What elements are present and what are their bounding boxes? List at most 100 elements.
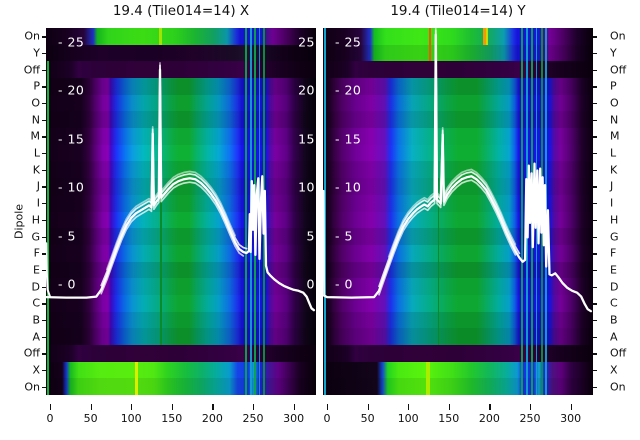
streak-line [159, 28, 163, 45]
heatmap-row [323, 361, 593, 379]
dipole-label: K [610, 163, 618, 177]
dipole-label: Y [610, 46, 617, 60]
x-tick [171, 404, 174, 410]
x-tick-label: 300 [283, 412, 305, 425]
streak-line [46, 61, 49, 395]
dipole-label: H [31, 213, 40, 227]
heatmap-row [46, 61, 316, 79]
x-tick-label: 50 [360, 412, 375, 425]
dipole-labels-right: On Y Off P O N M L K J I H G F E D C B A Off X On [610, 28, 640, 395]
category-tick [42, 53, 46, 55]
dipole-label: P [610, 79, 617, 93]
heatmap-panel-y: - 25 - 20 - 15 - 10 - 5 - 0 [323, 28, 593, 395]
heatmap-row [323, 128, 593, 146]
category-tick [42, 169, 46, 172]
x-tick-label: 300 [560, 412, 582, 425]
dipole-label: N [31, 113, 40, 127]
category-tick [42, 253, 46, 255]
streak-line [160, 194, 162, 345]
dipole-label: H [610, 213, 619, 227]
heatmap-row [323, 111, 593, 129]
streak-line [437, 178, 440, 345]
heatmap-row [323, 311, 593, 329]
streak-line [429, 28, 432, 62]
x-tick-label: 0 [323, 412, 331, 425]
heatmap-row [46, 361, 316, 379]
category-tick [593, 103, 597, 105]
power-curve-trace [378, 29, 521, 288]
category-tick [42, 103, 46, 105]
scale-tick-label: - 10 [58, 179, 85, 195]
category-tick [42, 186, 46, 188]
x-tick [327, 404, 329, 410]
heatmap-row [323, 294, 593, 313]
dipole-label: L [33, 146, 40, 160]
category-tick [593, 119, 597, 122]
dipole-label: O [31, 96, 40, 110]
category-tick [593, 86, 597, 88]
dipole-label: F [33, 246, 40, 260]
x-tick [408, 404, 410, 410]
dipole-label: M [30, 129, 41, 143]
category-tick [593, 286, 597, 288]
heatmap-row [46, 278, 316, 296]
x-tick [367, 404, 369, 410]
scale-tick-label: - 0 [335, 276, 353, 292]
scale-tick-label: - 25 [58, 34, 85, 49]
category-tick [42, 36, 46, 38]
category-tick [593, 269, 597, 272]
x-tick [448, 404, 451, 410]
category-tick [42, 269, 46, 272]
scale-tick-label: - 0 [58, 276, 76, 292]
dipole-label: Off [23, 346, 40, 360]
scale-tick-label: - 20 [58, 82, 85, 98]
dipole-label: O [610, 96, 619, 110]
heatmap-row [323, 78, 593, 96]
category-tick [42, 303, 46, 305]
dipole-label: D [610, 280, 619, 294]
dipole-label: K [32, 163, 40, 177]
dipole-label: E [610, 263, 617, 277]
heatmap-row [323, 61, 593, 79]
dipole-label: N [610, 113, 619, 127]
category-tick [42, 86, 46, 88]
category-tick [42, 353, 46, 355]
heatmap-row [46, 161, 316, 179]
category-tick [593, 53, 597, 55]
category-tick [593, 253, 597, 255]
category-tick [42, 69, 46, 71]
heatmap-row [46, 94, 316, 112]
heatmap-row [323, 28, 593, 46]
x-tick-label: 200 [478, 412, 500, 425]
x-tick-label: 100 [397, 412, 419, 425]
x-tick-label: 250 [519, 412, 541, 425]
power-curve-trace [100, 64, 248, 287]
dipole-label: B [32, 313, 40, 327]
heatmap-row [46, 311, 316, 329]
dipole-label: L [610, 146, 617, 160]
heatmap-row [46, 78, 316, 96]
category-tick [42, 203, 46, 205]
heatmap-row [46, 328, 316, 346]
heatmap-row [323, 144, 593, 163]
scale-tick-label: - 5 [58, 228, 76, 243]
power-curve-trace [378, 37, 517, 296]
dipole-label: Off [610, 346, 627, 360]
streak-line [483, 28, 488, 45]
category-tick [593, 303, 597, 305]
scale-tick-label: - 20 [335, 82, 362, 98]
streak-line [135, 361, 139, 395]
power-curve-start [323, 189, 328, 299]
x-tick [212, 404, 214, 410]
dipole-label: B [610, 313, 618, 327]
power-curve-trace [100, 72, 245, 295]
power-curve-main [46, 68, 316, 312]
category-tick [42, 369, 46, 372]
dipole-label: Off [610, 63, 627, 77]
x-tick-label: 250 [242, 412, 264, 425]
heatmap-row [46, 378, 316, 395]
power-curve-svg [323, 28, 593, 313]
scale-tick-label-right: 10 [298, 179, 315, 195]
x-tick-label: 50 [83, 412, 98, 425]
heatmap-row [46, 294, 316, 313]
